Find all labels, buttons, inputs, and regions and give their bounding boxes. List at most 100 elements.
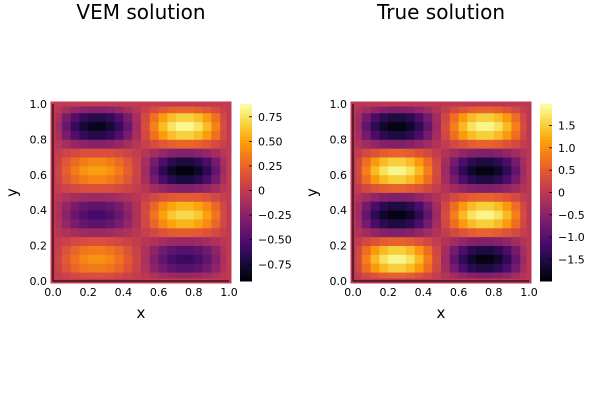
heatmap-cell bbox=[132, 245, 142, 255]
heatmap-cell bbox=[105, 219, 115, 229]
heatmap-cell bbox=[520, 210, 530, 220]
heatmap-cell bbox=[476, 245, 486, 255]
heatmap-cell bbox=[511, 130, 521, 140]
heatmap-cell bbox=[405, 148, 415, 158]
heatmap-cell bbox=[423, 174, 433, 185]
colorbar-segment bbox=[540, 127, 552, 132]
heatmap-cell bbox=[167, 121, 177, 131]
heatmap-cell bbox=[185, 148, 195, 158]
heatmap-cell bbox=[493, 254, 503, 264]
heatmap-cell bbox=[193, 219, 203, 229]
heatmap-cell bbox=[97, 219, 107, 229]
heatmap-cell bbox=[185, 263, 195, 273]
heatmap-cell bbox=[449, 201, 459, 211]
colorbar-segment bbox=[240, 165, 252, 170]
heatmap-cell bbox=[88, 272, 98, 282]
heatmap-cell bbox=[88, 254, 98, 264]
heatmap-cell bbox=[97, 236, 107, 246]
heatmap-cell bbox=[441, 245, 451, 255]
heatmap-cell bbox=[353, 201, 363, 211]
colorbar-segment bbox=[240, 216, 252, 220]
heatmap-cell bbox=[361, 104, 371, 114]
heatmap-cell bbox=[485, 157, 495, 167]
heatmap-cell bbox=[97, 272, 107, 282]
y-tick-label: 0.2 bbox=[30, 240, 48, 253]
heatmap-cell bbox=[220, 254, 230, 264]
heatmap-cell bbox=[467, 130, 477, 140]
heatmap-cell bbox=[379, 272, 389, 282]
heatmap-cell bbox=[53, 210, 63, 220]
colorbar-segment bbox=[240, 148, 252, 152]
heatmap-cell bbox=[414, 219, 424, 229]
colorbar-segment bbox=[540, 204, 552, 208]
heatmap-cell bbox=[158, 227, 168, 238]
heatmap-cell bbox=[467, 245, 477, 255]
heatmap-cell bbox=[211, 254, 221, 264]
heatmap-cell bbox=[53, 263, 63, 273]
heatmap-cell bbox=[361, 227, 371, 238]
heatmap-cell bbox=[397, 219, 407, 229]
heatmap-cell bbox=[149, 254, 159, 264]
colorbar-segment bbox=[540, 278, 552, 282]
chart-title: True solution bbox=[376, 0, 505, 24]
colorbar: 1.5 1.0 0.5 0 −0.5 −1.0 −1.5 bbox=[540, 104, 585, 282]
heatmap-cell bbox=[388, 219, 398, 229]
heatmap-cell bbox=[441, 201, 451, 211]
heatmap-cell bbox=[53, 130, 63, 140]
heatmap-cell bbox=[141, 157, 151, 167]
heatmap-cell bbox=[70, 254, 80, 264]
heatmap-cell bbox=[167, 245, 177, 255]
heatmap-cell bbox=[520, 121, 530, 131]
heatmap-cell bbox=[167, 148, 177, 158]
heatmap-cell bbox=[88, 245, 98, 255]
heatmap-cell bbox=[97, 245, 107, 255]
heatmap-cell bbox=[502, 272, 512, 282]
heatmap-cell bbox=[149, 121, 159, 131]
heatmap-cell bbox=[185, 121, 195, 131]
colorbar-segment bbox=[540, 139, 552, 143]
heatmap-cell bbox=[414, 245, 424, 255]
colorbar-segment bbox=[540, 245, 552, 250]
heatmap-cell bbox=[141, 104, 151, 114]
heatmap-cell bbox=[423, 227, 433, 238]
heatmap-cell bbox=[502, 201, 512, 211]
heatmap-cell bbox=[70, 210, 80, 220]
heatmap-cell bbox=[193, 139, 203, 149]
heatmap-cell bbox=[449, 165, 459, 176]
heatmap-cell bbox=[132, 157, 142, 167]
heatmap-cell bbox=[379, 104, 389, 114]
heatmap-cell bbox=[405, 121, 415, 131]
heatmap-cell bbox=[520, 201, 530, 211]
heatmap-cell bbox=[405, 227, 415, 238]
heatmap-cell bbox=[61, 245, 71, 255]
heatmap-cell bbox=[105, 254, 115, 264]
heatmap-cell bbox=[176, 130, 186, 140]
heatmap-cell bbox=[88, 236, 98, 246]
colorbar-segment bbox=[540, 151, 552, 155]
colorbar-tick-label: −1.5 bbox=[558, 254, 585, 267]
colorbar-tick-label: 0 bbox=[258, 185, 265, 198]
heatmap-cell bbox=[520, 245, 530, 255]
heatmap-cell bbox=[379, 174, 389, 185]
colorbar-segment bbox=[540, 174, 552, 179]
heatmap-cell bbox=[158, 148, 168, 158]
heatmap-cell bbox=[379, 165, 389, 176]
heatmap-cell bbox=[70, 139, 80, 149]
heatmap-cell bbox=[158, 263, 168, 273]
heatmap-cell bbox=[114, 192, 124, 202]
heatmap-cell bbox=[132, 130, 142, 140]
heatmap-cell bbox=[114, 139, 124, 149]
colorbar-segment bbox=[240, 104, 252, 108]
heatmap-cell bbox=[493, 245, 503, 255]
heatmap-cell bbox=[105, 139, 115, 149]
heatmap-cell bbox=[149, 148, 159, 158]
heatmap-cell bbox=[476, 165, 486, 176]
heatmap-cell bbox=[432, 254, 442, 264]
heatmap-cell bbox=[379, 245, 389, 255]
heatmap-cell bbox=[397, 201, 407, 211]
heatmap-cell bbox=[149, 104, 159, 114]
heatmap-cell bbox=[476, 139, 486, 149]
heatmap-cell bbox=[61, 165, 71, 176]
heatmap-cell bbox=[132, 165, 142, 176]
